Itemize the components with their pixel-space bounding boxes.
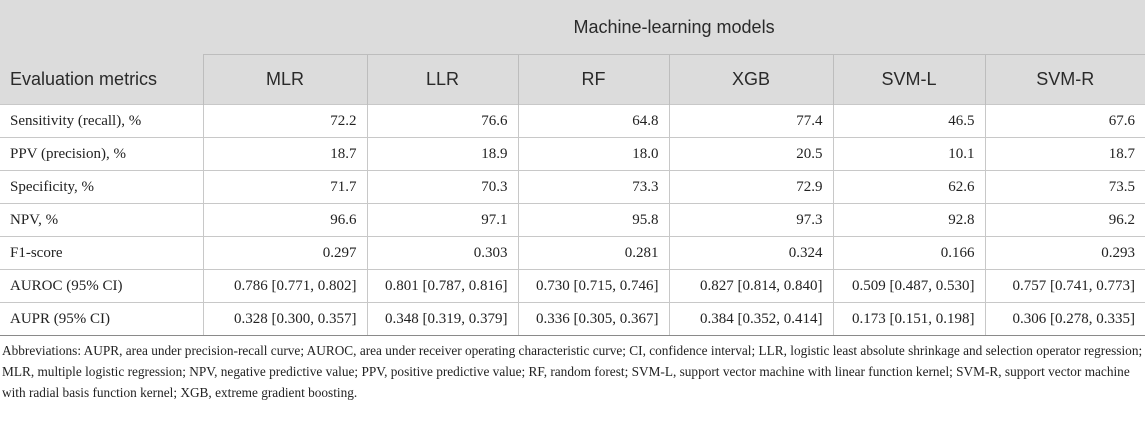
table-row: Sensitivity (recall), % 72.2 76.6 64.8 7… xyxy=(0,104,1145,138)
table-cell: 70.3 xyxy=(366,170,519,204)
column-header-metrics: Evaluation metrics xyxy=(0,54,203,105)
table-cell: 46.5 xyxy=(832,104,986,138)
table-row: PPV (precision), % 18.7 18.9 18.0 20.5 1… xyxy=(0,137,1145,171)
table-cell: 0.324 xyxy=(668,236,834,270)
table-cell: 20.5 xyxy=(668,137,834,171)
table-cell: 0.293 xyxy=(984,236,1145,270)
table-cell: 96.6 xyxy=(202,203,368,237)
row-label: AUROC (95% CI) xyxy=(0,269,204,303)
header-column-row: Evaluation metrics MLR LLR RF XGB SVM-L … xyxy=(0,54,1145,105)
table-cell: 92.8 xyxy=(832,203,986,237)
table-cell: 0.336 [0.305, 0.367] xyxy=(517,302,670,336)
table-row: AUROC (95% CI) 0.786 [0.771, 0.802] 0.80… xyxy=(0,269,1145,303)
table-cell: 0.306 [0.278, 0.335] xyxy=(984,302,1145,336)
group-header-models: Machine-learning models xyxy=(203,0,1145,55)
table-row: NPV, % 96.6 97.1 95.8 97.3 92.8 96.2 xyxy=(0,203,1145,237)
column-header-mlr: MLR xyxy=(202,54,367,105)
table-cell: 0.281 xyxy=(517,236,670,270)
row-label: PPV (precision), % xyxy=(0,137,204,171)
table-header: Machine-learning models Evaluation metri… xyxy=(0,0,1145,105)
table-cell: 77.4 xyxy=(668,104,834,138)
header-group-row: Machine-learning models xyxy=(0,0,1145,55)
table-cell: 0.801 [0.787, 0.816] xyxy=(366,269,519,303)
column-header-svm-l: SVM-L xyxy=(832,54,985,105)
table-cell: 0.297 xyxy=(202,236,368,270)
table-cell: 62.6 xyxy=(832,170,986,204)
table-cell: 0.730 [0.715, 0.746] xyxy=(517,269,670,303)
table-cell: 95.8 xyxy=(517,203,670,237)
table-cell: 97.1 xyxy=(366,203,519,237)
table-cell: 10.1 xyxy=(832,137,986,171)
table-cell: 64.8 xyxy=(517,104,670,138)
abbreviations-footnote: Abbreviations: AUPR, area under precisio… xyxy=(2,343,1143,400)
table-cell: 0.173 [0.151, 0.198] xyxy=(832,302,986,336)
table-cell: 0.757 [0.741, 0.773] xyxy=(984,269,1145,303)
table-cell: 18.9 xyxy=(366,137,519,171)
table-cell: 71.7 xyxy=(202,170,368,204)
table-cell: 73.3 xyxy=(517,170,670,204)
row-label: Sensitivity (recall), % xyxy=(0,104,204,138)
row-label: F1-score xyxy=(0,236,204,270)
table-cell: 18.7 xyxy=(202,137,368,171)
table-cell: 0.384 [0.352, 0.414] xyxy=(668,302,834,336)
row-label: NPV, % xyxy=(0,203,204,237)
column-header-llr: LLR xyxy=(366,54,518,105)
table-row: AUPR (95% CI) 0.328 [0.300, 0.357] 0.348… xyxy=(0,302,1145,336)
table-body: Sensitivity (recall), % 72.2 76.6 64.8 7… xyxy=(0,104,1145,336)
header-corner-cell xyxy=(0,0,203,55)
column-header-svm-r: SVM-R xyxy=(984,54,1145,105)
table-cell: 0.303 xyxy=(366,236,519,270)
column-header-rf: RF xyxy=(517,54,669,105)
table-cell: 67.6 xyxy=(984,104,1145,138)
results-table-container: Machine-learning models Evaluation metri… xyxy=(0,0,1145,400)
table-cell: 18.0 xyxy=(517,137,670,171)
column-header-xgb: XGB xyxy=(668,54,833,105)
row-label: Specificity, % xyxy=(0,170,204,204)
table-cell: 0.509 [0.487, 0.530] xyxy=(832,269,986,303)
table-cell: 73.5 xyxy=(984,170,1145,204)
table-row: Specificity, % 71.7 70.3 73.3 72.9 62.6 … xyxy=(0,170,1145,204)
table-cell: 97.3 xyxy=(668,203,834,237)
table-row: F1-score 0.297 0.303 0.281 0.324 0.166 0… xyxy=(0,236,1145,270)
table-cell: 76.6 xyxy=(366,104,519,138)
table-cell: 18.7 xyxy=(984,137,1145,171)
table-cell: 0.328 [0.300, 0.357] xyxy=(202,302,368,336)
table-cell: 0.827 [0.814, 0.840] xyxy=(668,269,834,303)
table-cell: 96.2 xyxy=(984,203,1145,237)
table-cell: 72.2 xyxy=(202,104,368,138)
table-cell: 0.786 [0.771, 0.802] xyxy=(202,269,368,303)
table-cell: 0.348 [0.319, 0.379] xyxy=(366,302,519,336)
table-cell: 72.9 xyxy=(668,170,834,204)
table-cell: 0.166 xyxy=(832,236,986,270)
row-label: AUPR (95% CI) xyxy=(0,302,204,336)
evaluation-metrics-table: Machine-learning models Evaluation metri… xyxy=(0,0,1145,336)
